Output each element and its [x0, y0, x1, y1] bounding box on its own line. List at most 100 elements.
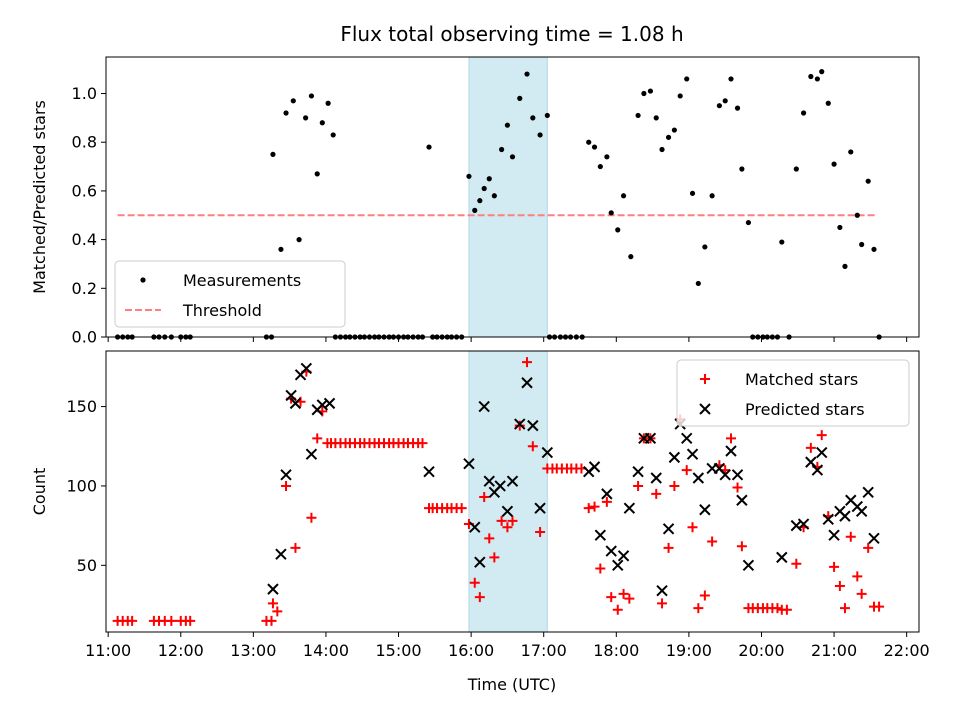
data-point — [472, 207, 478, 213]
data-point — [499, 146, 505, 153]
data-point — [486, 176, 492, 182]
data-point — [736, 494, 748, 506]
legend: Matched stars Predicted stars — [676, 359, 910, 427]
observing-window-span — [468, 351, 548, 632]
x-tick-label: 12:00 — [158, 641, 204, 660]
data-point — [709, 193, 715, 199]
data-point — [601, 496, 612, 507]
data-point — [695, 280, 701, 287]
data-point — [793, 166, 799, 172]
legend-label: Predicted stars — [745, 400, 865, 419]
data-point — [739, 166, 745, 172]
data-point — [687, 522, 698, 533]
data-point — [618, 588, 629, 599]
data-point — [535, 526, 546, 537]
data-point — [677, 93, 683, 99]
data-point — [272, 606, 283, 617]
y-tick-label: 150 — [66, 397, 97, 416]
data-point — [514, 418, 526, 430]
data-point — [822, 513, 834, 525]
data-point — [608, 210, 614, 216]
data-point — [862, 486, 874, 499]
data-point — [692, 472, 705, 484]
data-point — [797, 518, 810, 530]
data-point — [612, 559, 624, 572]
legend-marker — [140, 277, 146, 283]
data-point — [522, 357, 533, 368]
x-tick-label: 22:00 — [884, 641, 930, 660]
data-point — [278, 246, 284, 252]
data-point — [270, 151, 276, 157]
data-point — [127, 615, 138, 626]
x-tick-label: 17:00 — [521, 641, 567, 660]
data-point — [474, 556, 486, 568]
y-tick-label: 0.6 — [72, 181, 97, 200]
data-point — [426, 144, 432, 150]
data-point — [185, 615, 196, 626]
data-point — [290, 98, 296, 104]
data-point — [816, 430, 827, 441]
data-point — [828, 529, 840, 541]
data-point — [469, 521, 481, 533]
data-point — [776, 551, 788, 564]
data-point — [662, 523, 675, 535]
data-point — [521, 377, 533, 389]
data-point — [617, 550, 630, 562]
data-point — [491, 193, 497, 199]
data-point — [668, 451, 681, 464]
data-point — [479, 492, 490, 503]
data-point — [306, 512, 317, 523]
data-point — [865, 178, 871, 184]
data-point — [814, 76, 820, 82]
data-point — [489, 552, 500, 563]
data-point — [612, 604, 623, 615]
legend: Measurements Threshold — [114, 260, 346, 328]
data-point — [825, 100, 831, 106]
data-point — [855, 505, 868, 518]
data-point — [303, 115, 309, 121]
data-point — [681, 432, 693, 445]
data-point — [686, 448, 699, 460]
data-point — [583, 503, 594, 514]
x-tick-label: 13:00 — [230, 641, 276, 660]
y-tick-label: 0.4 — [72, 230, 97, 249]
data-point — [845, 531, 856, 542]
data-point — [624, 593, 635, 604]
data-point — [502, 522, 513, 533]
data-point — [831, 161, 837, 167]
legend-label: Threshold — [182, 301, 262, 320]
data-point — [651, 488, 662, 499]
data-point — [779, 239, 785, 245]
x-tick-label: 20:00 — [738, 641, 784, 660]
data-point — [501, 505, 514, 518]
data-point — [517, 95, 523, 101]
data-point — [834, 580, 845, 591]
data-point — [484, 533, 495, 544]
data-point — [323, 397, 336, 410]
data-point — [854, 212, 860, 218]
data-point — [716, 103, 722, 109]
data-point — [647, 88, 654, 94]
plot-frame — [105, 350, 920, 633]
data-point — [601, 488, 613, 500]
data-point — [474, 592, 485, 603]
data-point — [588, 461, 601, 473]
data-point — [725, 445, 737, 457]
data-point — [641, 90, 647, 97]
data-point — [514, 420, 525, 431]
x-tick-label: 16:00 — [448, 641, 494, 660]
data-point — [852, 571, 863, 582]
data-point — [837, 224, 843, 231]
data-point — [314, 171, 320, 177]
data-point — [615, 227, 621, 233]
data-point — [285, 389, 297, 402]
data-point — [620, 193, 627, 199]
data-point — [466, 173, 472, 179]
data-point — [289, 397, 302, 410]
data-point — [671, 127, 677, 133]
data-point — [856, 588, 867, 599]
data-point — [669, 480, 680, 491]
data-point — [305, 448, 318, 460]
data-point — [874, 601, 885, 612]
data-point — [597, 163, 603, 170]
